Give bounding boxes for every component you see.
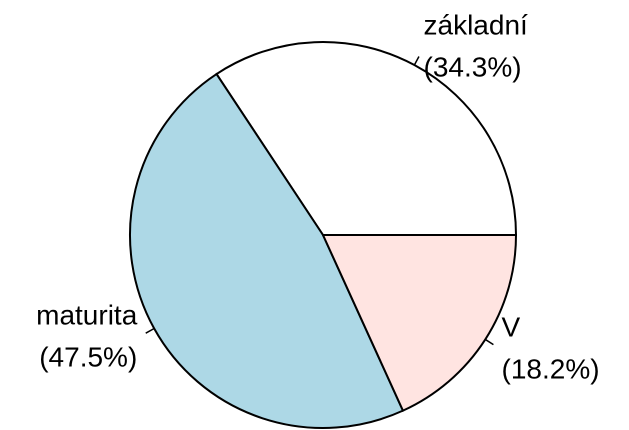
label-tick — [413, 56, 420, 66]
slice-label: V — [502, 311, 521, 342]
slice-label: základní — [424, 9, 529, 40]
slice-percent: (18.2%) — [502, 353, 600, 384]
slice-percent: (47.5%) — [39, 341, 137, 372]
slice-label: maturita — [36, 299, 138, 330]
pie-slice — [129, 72, 405, 429]
label-tick — [145, 327, 155, 334]
slice-percent: (34.3%) — [424, 51, 522, 82]
pie-slice — [321, 234, 518, 412]
label-tick — [484, 338, 494, 346]
